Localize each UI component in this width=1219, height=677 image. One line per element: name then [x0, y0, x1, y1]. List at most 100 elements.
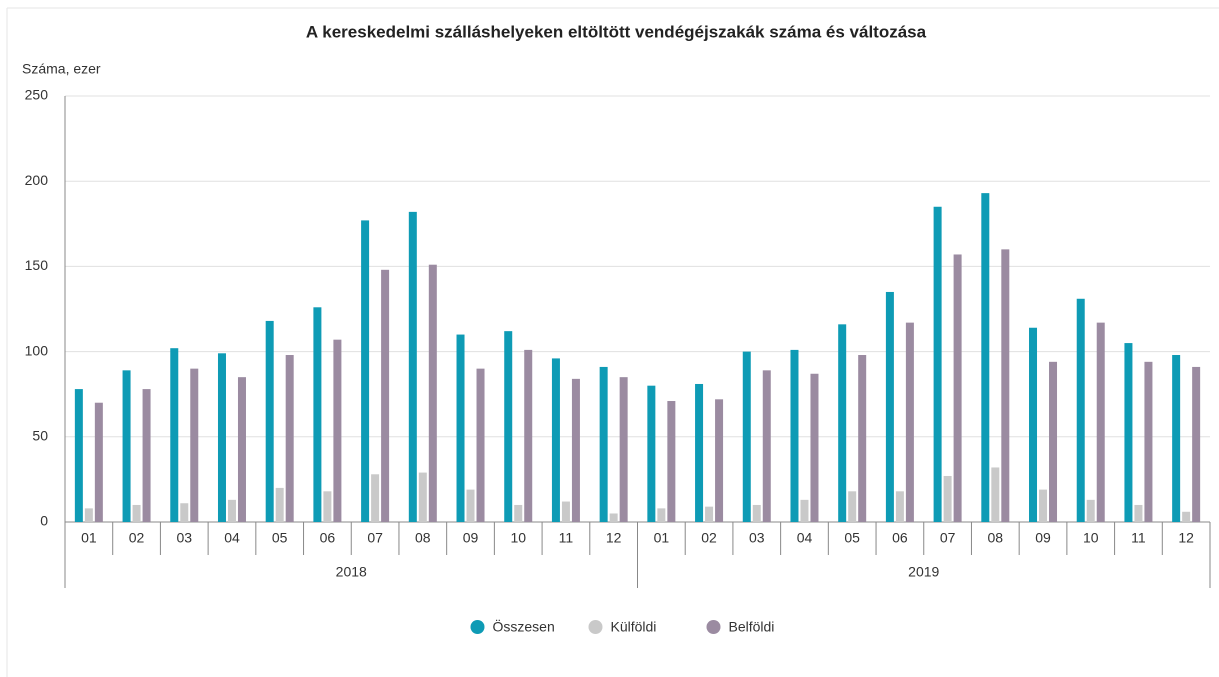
- bar: [1172, 355, 1181, 522]
- x-tick-label: 07: [940, 530, 956, 546]
- bar: [895, 491, 904, 522]
- bar: [1039, 489, 1048, 522]
- bar: [323, 491, 332, 522]
- y-tick-label: 250: [25, 87, 49, 103]
- bar: [599, 366, 608, 522]
- bar: [1076, 298, 1085, 522]
- y-tick-label: 100: [25, 342, 49, 358]
- bar: [132, 504, 141, 522]
- x-tick-label: 09: [1035, 530, 1051, 546]
- y-tick-label: 150: [25, 257, 49, 273]
- x-tick-label: 11: [1131, 530, 1146, 546]
- x-tick-label: 05: [272, 530, 288, 546]
- bar: [943, 475, 952, 522]
- bar: [275, 487, 284, 522]
- bar: [142, 389, 151, 522]
- x-tick-label: 02: [701, 530, 717, 546]
- x-tick-label: 06: [320, 530, 336, 546]
- bar: [371, 474, 380, 522]
- bar: [981, 193, 990, 523]
- bar: [313, 307, 322, 522]
- legend-label: Külföldi: [611, 619, 657, 635]
- x-tick-label: 10: [1083, 530, 1099, 546]
- bar: [647, 385, 656, 522]
- bar: [1001, 249, 1010, 523]
- bar: [1182, 511, 1191, 522]
- bar: [848, 491, 857, 522]
- x-tick-label: 07: [367, 530, 383, 546]
- bar: [609, 513, 618, 522]
- x-tick-label: 05: [844, 530, 860, 546]
- x-tick-label: 08: [988, 530, 1004, 546]
- bar: [180, 503, 189, 522]
- bar: [456, 334, 465, 522]
- x-tick-label: 01: [654, 530, 670, 546]
- y-axis-label: Száma, ezer: [22, 61, 101, 77]
- y-tick-label: 50: [32, 428, 48, 444]
- bar: [1049, 361, 1058, 522]
- bar: [418, 472, 427, 522]
- bar: [84, 508, 93, 522]
- bar: [715, 399, 724, 522]
- x-tick-label: 04: [797, 530, 813, 546]
- bar: [217, 353, 226, 522]
- x-tick-label: 11: [559, 530, 574, 546]
- bar: [333, 339, 342, 522]
- bar: [561, 501, 570, 522]
- bar: [524, 349, 533, 522]
- bar: [991, 467, 1000, 522]
- x-group-label: 2018: [336, 564, 367, 580]
- bar: [237, 377, 246, 522]
- bar: [762, 370, 771, 522]
- bar: [1192, 366, 1201, 522]
- x-tick-label: 06: [892, 530, 908, 546]
- bar: [742, 351, 751, 522]
- bar: [752, 504, 761, 522]
- bar: [810, 373, 819, 522]
- bar: [94, 402, 103, 522]
- bar: [1029, 327, 1038, 522]
- bar: [466, 489, 475, 522]
- bar: [905, 322, 914, 522]
- x-tick-label: 04: [224, 530, 240, 546]
- bar: [657, 508, 666, 522]
- bar: [619, 377, 628, 522]
- bar: [800, 499, 809, 522]
- bar: [1086, 499, 1095, 522]
- legend-marker: [706, 620, 721, 634]
- legend-label: Összesen: [493, 618, 555, 635]
- bar: [705, 506, 714, 522]
- x-tick-label: 03: [176, 530, 192, 546]
- bar: [1134, 504, 1143, 522]
- x-tick-label: 12: [1178, 530, 1194, 546]
- bar: [285, 355, 294, 522]
- x-group-label: 2019: [908, 564, 939, 580]
- bar: [504, 331, 513, 522]
- bar: [227, 499, 236, 522]
- x-tick-label: 03: [749, 530, 765, 546]
- legend-marker: [470, 620, 485, 634]
- y-tick-label: 200: [25, 172, 49, 188]
- bar: [1096, 322, 1105, 522]
- bar: [170, 348, 179, 522]
- x-tick-label: 02: [129, 530, 145, 546]
- bar: [933, 206, 942, 522]
- bar: [265, 320, 274, 522]
- bar: [695, 383, 704, 522]
- bar: [74, 389, 83, 522]
- x-tick-label: 12: [606, 530, 622, 546]
- bar: [428, 264, 437, 522]
- legend-marker: [588, 620, 603, 634]
- x-tick-label: 01: [81, 530, 97, 546]
- bar: [361, 220, 370, 522]
- bar: [1144, 361, 1153, 522]
- bar: [790, 349, 799, 522]
- bar: [190, 368, 199, 522]
- bar: [476, 368, 485, 522]
- bar: [514, 504, 523, 522]
- x-tick-label: 08: [415, 530, 431, 546]
- bar: [858, 355, 867, 522]
- bar: [667, 401, 676, 522]
- bar: [838, 324, 847, 522]
